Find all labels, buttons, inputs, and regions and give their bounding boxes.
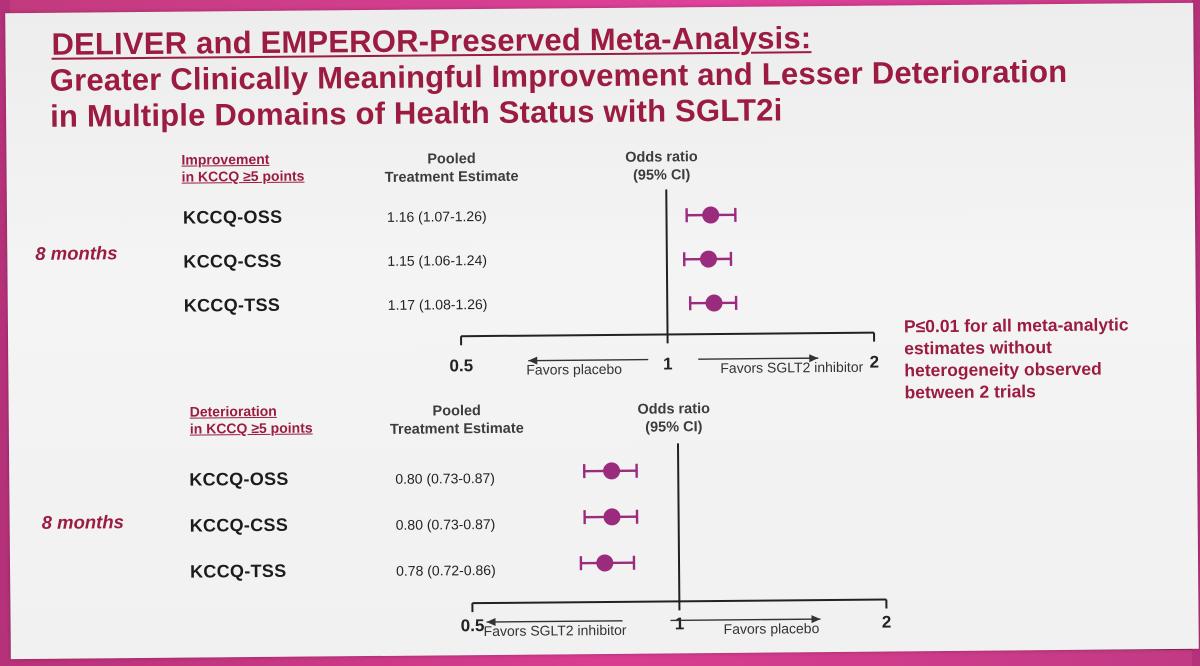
- improvement-tick-label-0: 0.5: [449, 356, 473, 375]
- improvement-tick-label-1: 1: [663, 354, 673, 373]
- improvement-point-kccq-oss: [702, 206, 720, 224]
- improvement-favors-right-arrow: [698, 357, 819, 360]
- deterioration-tick-label-0: 0.5: [461, 616, 485, 635]
- deterioration-reference-line: [676, 443, 681, 602]
- improvement-tick-label-2: 2: [869, 353, 879, 372]
- improvement-point-kccq-css: [700, 250, 718, 268]
- deterioration-point-kccq-css: [603, 508, 621, 526]
- deterioration-point-kccq-tss: [596, 554, 614, 572]
- deterioration-point-kccq-oss: [603, 462, 621, 480]
- improvement-favors-right: Favors SGLT2 inhibitor: [720, 359, 863, 376]
- forest-plots: 0.5 1 2 Favors placebo Favors SGLT2 inhibito…: [449, 189, 892, 639]
- deterioration-favors-right-arrowhead: [811, 615, 821, 624]
- deterioration-tick-label-1: 1: [675, 614, 685, 633]
- improvement-favors-right-arrowhead: [809, 354, 819, 363]
- deterioration-favors-right-arrow: [670, 618, 821, 622]
- improvement-favors-left-arrowhead: [528, 356, 538, 365]
- improvement-favors-left: Favors placebo: [526, 361, 622, 378]
- deterioration-favors-left-arrowhead: [486, 617, 496, 626]
- deterioration-tick-label-2: 2: [882, 612, 892, 631]
- improvement-favors-left-arrow: [528, 358, 649, 362]
- slide: DELIVER and EMPEROR-Preserved Meta-Analy…: [5, 2, 1199, 660]
- frame-left: [0, 0, 10, 666]
- improvement-reference-line: [665, 189, 669, 335]
- deterioration-favors-left-arrow: [486, 620, 623, 623]
- improvement-point-kccq-tss: [705, 294, 723, 312]
- deterioration-favors-right: Favors placebo: [724, 620, 820, 637]
- deterioration-favors-left: Favors SGLT2 inhibitor: [484, 622, 627, 639]
